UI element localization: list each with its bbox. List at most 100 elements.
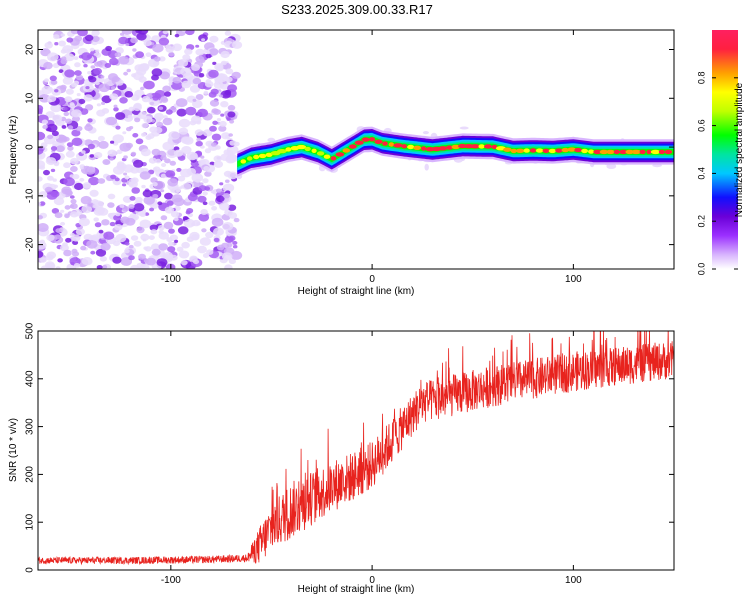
noise-blob <box>47 175 54 181</box>
colorbar-gradient <box>712 30 738 269</box>
track-peak <box>316 151 325 156</box>
noise-blob <box>158 243 168 251</box>
noise-blob <box>228 235 236 241</box>
snr-axes: -100 0 100 0 100 200 300 400 500 <box>25 322 674 586</box>
noise-blob <box>220 50 230 59</box>
noise-blob <box>158 37 170 46</box>
noise-blob <box>126 68 131 73</box>
noise-blob <box>173 217 179 222</box>
noise-blob <box>60 49 67 54</box>
noise-blob <box>160 96 168 102</box>
track-peak <box>639 149 646 155</box>
noise-blob <box>71 82 78 88</box>
noise-blob <box>158 56 166 62</box>
noise-blob <box>110 174 117 180</box>
noise-blob <box>168 82 173 86</box>
noise-blob <box>109 57 119 66</box>
colorbar-tick-label: 0.2 <box>696 215 706 228</box>
noise-blob <box>198 34 208 42</box>
noise-blob <box>89 154 95 158</box>
x-tick-label: 0 <box>369 575 375 586</box>
noise-blob <box>87 143 95 150</box>
noise-blob <box>159 71 170 80</box>
track-peak <box>581 148 588 154</box>
noise-blob <box>216 73 228 83</box>
noise-blob <box>70 157 79 165</box>
noise-blob <box>153 167 157 171</box>
noise-blob <box>216 118 221 122</box>
noise-blob <box>210 189 216 194</box>
noise-blob <box>85 34 94 42</box>
noise-blob <box>212 61 217 65</box>
noise-blob <box>133 71 144 81</box>
noise-blob <box>132 133 139 138</box>
noise-blob <box>71 251 80 257</box>
noise-blob <box>54 234 62 240</box>
track-peak <box>548 148 557 154</box>
track-peak <box>646 149 652 155</box>
noise-blob <box>222 222 234 231</box>
noise-blob <box>172 43 183 52</box>
noise-blob <box>198 185 207 192</box>
spectrogram-frame <box>37 29 675 270</box>
noise-blob <box>219 182 224 186</box>
noise-blob <box>203 90 209 95</box>
noise-blob <box>124 241 130 246</box>
noise-blob <box>77 30 88 37</box>
noise-blob <box>177 226 189 235</box>
noise-blob <box>38 191 48 198</box>
noise-blob <box>49 75 57 82</box>
noise-blob <box>145 257 156 266</box>
snr-panel: -100 0 100 0 100 200 300 400 500 Height of strai… <box>8 322 675 595</box>
noise-blob <box>127 114 133 119</box>
track-peak <box>304 146 311 152</box>
noise-blob <box>95 49 100 53</box>
spectrogram-xlabel: Height of straight line (km) <box>298 286 415 297</box>
noise-blob <box>220 113 225 117</box>
noise-blob <box>45 157 57 166</box>
noise-blob <box>228 258 236 264</box>
noise-blob <box>149 207 155 212</box>
noise-blob <box>211 133 222 141</box>
track-peak <box>296 144 307 150</box>
noise-blob <box>108 73 118 81</box>
track-peak <box>484 144 492 149</box>
noise-blob <box>71 129 81 137</box>
noise-blob <box>102 265 108 269</box>
noise-blob <box>40 265 49 269</box>
noise-blob <box>162 117 173 126</box>
noise-blob <box>167 241 174 247</box>
track-peak <box>658 149 666 155</box>
noise-blob <box>126 126 132 132</box>
noise-blob <box>39 165 46 170</box>
track-peak <box>323 154 331 159</box>
noise-blob <box>72 174 80 180</box>
noise-blob <box>88 176 100 186</box>
noise-blob <box>65 237 72 243</box>
noise-blob <box>96 109 106 117</box>
noise-blob <box>123 155 128 159</box>
noise-blob <box>124 91 134 98</box>
noise-blob <box>195 55 205 63</box>
noise-blob <box>93 217 99 222</box>
noise-blob <box>202 191 208 196</box>
noise-blob <box>64 53 75 62</box>
noise-blob <box>176 108 187 117</box>
noise-blob <box>60 221 66 226</box>
x-tick-label: -100 <box>161 575 181 586</box>
noise-blob <box>202 201 208 206</box>
x-tick-label: 100 <box>565 575 582 586</box>
noise-blob <box>119 142 131 152</box>
noise-blob <box>219 202 230 211</box>
noise-blob <box>140 148 151 157</box>
noise-blob <box>88 76 97 83</box>
noise-blob <box>45 254 54 261</box>
track-peak <box>470 144 480 149</box>
y-tick-label: 400 <box>25 370 36 387</box>
noise-blob <box>85 86 90 90</box>
noise-blob <box>186 208 194 214</box>
track-peak <box>510 148 517 154</box>
noise-blob <box>52 178 57 182</box>
noise-blob <box>141 95 151 103</box>
noise-blob <box>101 95 112 104</box>
